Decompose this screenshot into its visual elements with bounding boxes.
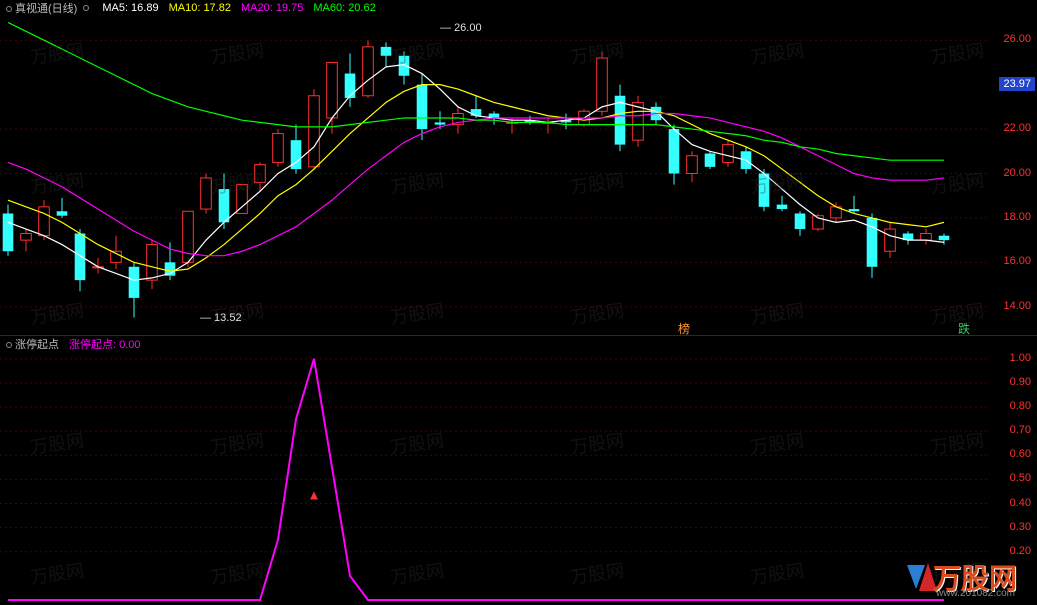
y-label: 22.00 bbox=[1003, 122, 1031, 134]
price-callout: — 26.00 bbox=[440, 22, 482, 34]
y-label: 14.00 bbox=[1003, 300, 1031, 312]
indicator-chart[interactable] bbox=[0, 336, 1037, 605]
y-label: 1.00 bbox=[1010, 352, 1031, 364]
y-label: 0.50 bbox=[1010, 472, 1031, 484]
stock-title: 真视通(日线) bbox=[15, 3, 77, 15]
y-label: 20.00 bbox=[1003, 167, 1031, 179]
y-label: 0.60 bbox=[1010, 448, 1031, 460]
main-header: 真视通(日线) MA5: 16.89 MA10: 17.82 MA20: 19.75… bbox=[6, 0, 386, 16]
y-label: 0.20 bbox=[1010, 545, 1031, 557]
y-label: 16.00 bbox=[1003, 255, 1031, 267]
sub-header: 涨停起点 涨停起点: 0.00 bbox=[6, 336, 141, 352]
indicator-panel: 涨停起点 涨停起点: 0.00 0.20 0.30 0.40 0.50 0.60 0.70… bbox=[0, 335, 1037, 605]
price-callout: — 13.52 bbox=[200, 312, 242, 324]
chart-marker: 榜 bbox=[678, 320, 690, 337]
ma-legend-ma60: MA60: 20.62 bbox=[313, 2, 375, 14]
ma-legend-ma5: MA5: 16.89 bbox=[102, 2, 158, 14]
main-y-axis: 14.00 16.00 18.00 20.00 22.00 26.00 23.97 bbox=[993, 0, 1035, 335]
y-label: 0.40 bbox=[1010, 497, 1031, 509]
y-label: 0.90 bbox=[1010, 376, 1031, 388]
logo-url: www.201082.com bbox=[936, 588, 1015, 599]
candlestick-chart[interactable] bbox=[0, 0, 1037, 335]
y-label: 0.80 bbox=[1010, 400, 1031, 412]
main-chart-panel: 真视通(日线) MA5: 16.89 MA10: 17.82 MA20: 19.75… bbox=[0, 0, 1037, 335]
ma-legend-ma20: MA20: 19.75 bbox=[241, 2, 303, 14]
indicator-title: 涨停起点 bbox=[15, 339, 59, 351]
ma-legend-ma10: MA10: 17.82 bbox=[169, 2, 231, 14]
y-label: 18.00 bbox=[1003, 211, 1031, 223]
chart-marker: 跌 bbox=[958, 320, 970, 337]
site-logo: 万股网 www.201082.com bbox=[907, 557, 1017, 597]
y-label: 26.00 bbox=[1003, 33, 1031, 45]
y-label: 0.70 bbox=[1010, 424, 1031, 436]
y-label: 0.30 bbox=[1010, 521, 1031, 533]
last-price-tag: 23.97 bbox=[999, 77, 1035, 91]
